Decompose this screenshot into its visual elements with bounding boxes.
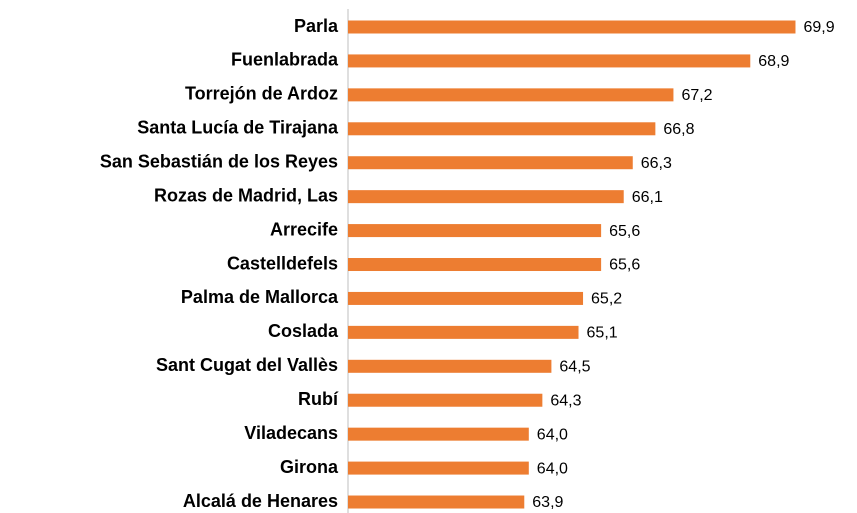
- category-label: Fuenlabrada: [231, 50, 339, 70]
- bar: [348, 54, 751, 68]
- bar: [348, 122, 656, 136]
- category-label: Girona: [280, 457, 339, 477]
- value-label: 63,9: [532, 494, 563, 511]
- category-label: Parla: [294, 16, 339, 36]
- value-label: 68,9: [758, 53, 789, 70]
- bar: [348, 291, 584, 305]
- category-label: Santa Lucía de Tirajana: [137, 118, 339, 138]
- value-label: 69,9: [803, 19, 834, 36]
- bar: [348, 461, 529, 475]
- bar: [348, 190, 624, 204]
- category-label: Rozas de Madrid, Las: [154, 185, 338, 205]
- category-label: Alcalá de Henares: [183, 491, 338, 511]
- value-label: 64,3: [550, 392, 581, 409]
- bar: [348, 258, 602, 272]
- bar: [348, 495, 525, 509]
- bar: [348, 393, 543, 407]
- value-label: 65,6: [609, 223, 640, 240]
- category-label: San Sebastián de los Reyes: [100, 151, 338, 171]
- category-label: Torrejón de Ardoz: [185, 84, 338, 104]
- bar: [348, 224, 602, 238]
- value-label: 66,3: [641, 155, 672, 172]
- value-label: 65,2: [591, 291, 622, 308]
- value-label: 66,1: [632, 189, 663, 206]
- value-label: 65,6: [609, 257, 640, 274]
- bar: [348, 325, 579, 339]
- bar: [348, 156, 633, 170]
- category-label: Castelldefels: [227, 253, 338, 273]
- category-label: Arrecife: [270, 219, 338, 239]
- value-label: 64,0: [537, 426, 568, 443]
- bar: [348, 20, 796, 34]
- value-label: 64,0: [537, 460, 568, 477]
- category-label: Palma de Mallorca: [181, 287, 339, 307]
- bar: [348, 88, 674, 102]
- category-label: Coslada: [268, 321, 339, 341]
- category-label: Sant Cugat del Vallès: [156, 355, 338, 375]
- category-label: Rubí: [298, 389, 339, 409]
- value-label: 65,1: [587, 325, 618, 342]
- value-label: 64,5: [559, 359, 590, 376]
- value-label: 67,2: [681, 87, 712, 104]
- bar: [348, 359, 552, 373]
- value-label: 66,8: [663, 121, 694, 138]
- category-label: Viladecans: [244, 423, 338, 443]
- bar: [348, 427, 529, 441]
